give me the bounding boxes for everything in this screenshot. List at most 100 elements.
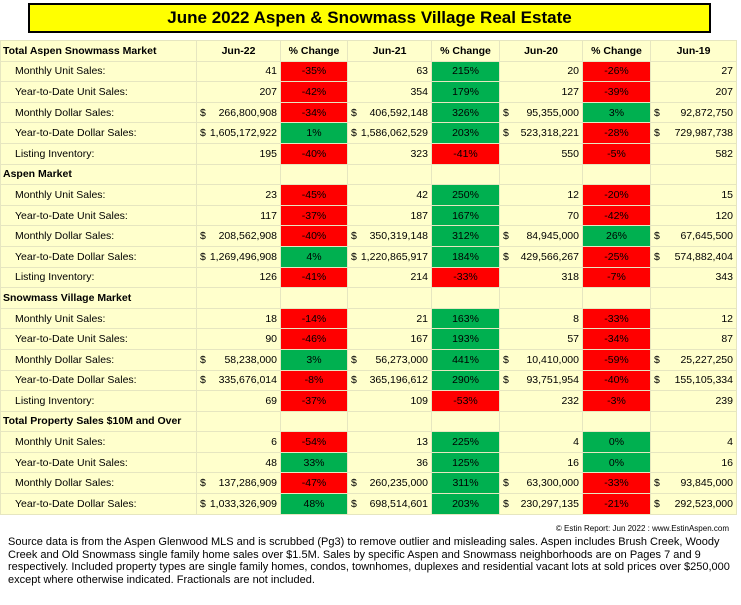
value-cell: 109 [347, 390, 432, 412]
currency: $ [654, 497, 660, 510]
section-name: Aspen Market [0, 163, 197, 186]
change-cell: 163% [431, 307, 500, 330]
data-row: Year-to-Date Dollar Sales: $1,269,496,908… [0, 245, 737, 268]
value-cell: 41 [196, 60, 281, 83]
amount: 1,605,172,922 [209, 127, 277, 140]
value-cell: $95,355,000 [499, 101, 583, 124]
change-cell: -37% [280, 390, 348, 412]
empty-cell [650, 163, 737, 186]
change-cell: -14% [280, 307, 348, 330]
dollar-value: $292,523,000 [654, 498, 733, 510]
data-row: Monthly Unit Sales: 6 -54% 13 225% 4 0% 4 [0, 431, 737, 453]
currency: $ [503, 374, 509, 387]
column-header: % Change [280, 40, 348, 62]
value-cell: 69 [196, 390, 281, 412]
data-row: Monthly Dollar Sales: $266,800,908 -34% $40… [0, 101, 737, 124]
dollar-value: $729,987,738 [654, 127, 733, 139]
value-cell: 36 [347, 451, 432, 474]
dollar-value: $95,355,000 [503, 107, 579, 119]
amount: 260,235,000 [369, 477, 428, 490]
amount: 1,220,865,917 [360, 250, 428, 263]
currency: $ [200, 353, 206, 366]
currency: $ [200, 127, 206, 140]
row-label: Monthly Unit Sales: [0, 431, 197, 453]
amount: 406,592,148 [369, 106, 428, 119]
amount: 292,523,000 [674, 497, 733, 510]
data-row: Listing Inventory: 195 -40% 323 -41% 550 -5% 58… [0, 142, 737, 165]
dollar-value: $365,196,612 [351, 374, 428, 386]
amount: 350,319,148 [369, 230, 428, 243]
value-cell: 15 [650, 184, 737, 206]
value-cell: 126 [196, 266, 281, 289]
amount: 95,355,000 [526, 106, 579, 119]
change-cell: 125% [431, 451, 500, 474]
change-cell: 225% [431, 431, 500, 453]
value-cell: 12 [499, 184, 583, 206]
change-cell: -34% [582, 328, 651, 350]
change-cell: -21% [582, 493, 651, 515]
value-cell: $25,227,250 [650, 348, 737, 371]
change-cell: 1% [280, 122, 348, 144]
market-table: Total Aspen Snowmass Market Jun-22% Chang… [0, 40, 737, 515]
change-cell: 167% [431, 204, 500, 227]
value-cell: $429,566,267 [499, 245, 583, 268]
currency: $ [654, 127, 660, 140]
dollar-value: $58,238,000 [200, 354, 277, 366]
amount: 92,872,750 [680, 106, 733, 119]
value-cell: $523,318,221 [499, 122, 583, 144]
change-cell: -33% [582, 472, 651, 495]
value-cell: 13 [347, 431, 432, 453]
data-row: Year-to-Date Dollar Sales: $1,605,172,922… [0, 122, 737, 144]
value-cell: $63,300,000 [499, 472, 583, 495]
dollar-value: $93,845,000 [654, 477, 733, 489]
value-cell: 90 [196, 328, 281, 350]
currency: $ [351, 250, 357, 263]
amount: 25,227,250 [680, 353, 733, 366]
value-cell: $350,319,148 [347, 225, 432, 247]
value-cell: 27 [650, 60, 737, 83]
value-cell: 343 [650, 266, 737, 289]
value-cell: 354 [347, 81, 432, 103]
currency: $ [654, 106, 660, 119]
empty-cell [196, 163, 281, 186]
value-cell: 18 [196, 307, 281, 330]
amount: 93,751,954 [526, 374, 579, 387]
value-cell: 195 [196, 142, 281, 165]
change-cell: 0% [582, 431, 651, 453]
empty-cell [431, 410, 500, 433]
value-cell: 207 [650, 81, 737, 103]
data-row: Monthly Unit Sales: 18 -14% 21 163% 8 -33% 12 [0, 307, 737, 330]
amount: 93,845,000 [680, 477, 733, 490]
empty-cell [347, 287, 432, 309]
change-cell: -54% [280, 431, 348, 453]
value-cell: 63 [347, 60, 432, 83]
column-header: Jun-21 [347, 40, 432, 62]
change-cell: -40% [280, 142, 348, 165]
column-header: Jun-20 [499, 40, 583, 62]
data-row: Year-to-Date Dollar Sales: $335,676,014 -8… [0, 369, 737, 392]
dollar-value: $137,286,909 [200, 477, 277, 489]
value-cell: 117 [196, 204, 281, 227]
currency: $ [503, 230, 509, 243]
dollar-value: $63,300,000 [503, 477, 579, 489]
value-cell: $208,562,908 [196, 225, 281, 247]
row-label: Year-to-Date Dollar Sales: [0, 369, 197, 392]
data-row: Year-to-Date Dollar Sales: $1,033,326,909… [0, 493, 737, 515]
row-label: Year-to-Date Dollar Sales: [0, 122, 197, 144]
change-cell: 203% [431, 122, 500, 144]
row-label: Year-to-Date Unit Sales: [0, 81, 197, 103]
change-cell: -45% [280, 184, 348, 206]
row-label: Listing Inventory: [0, 266, 197, 289]
dollar-value: $260,235,000 [351, 477, 428, 489]
change-cell: -40% [280, 225, 348, 247]
currency: $ [503, 497, 509, 510]
currency: $ [503, 106, 509, 119]
amount: 84,945,000 [526, 230, 579, 243]
row-label: Monthly Dollar Sales: [0, 472, 197, 495]
value-cell: 318 [499, 266, 583, 289]
dollar-value: $25,227,250 [654, 354, 733, 366]
value-cell: 127 [499, 81, 583, 103]
change-cell: 184% [431, 245, 500, 268]
section-name: Total Property Sales $10M and Over [0, 410, 197, 433]
currency: $ [503, 353, 509, 366]
